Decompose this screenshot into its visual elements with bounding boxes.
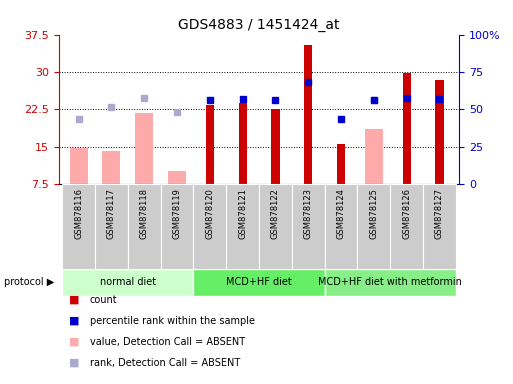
Title: GDS4883 / 1451424_at: GDS4883 / 1451424_at (179, 18, 340, 32)
Bar (193, 184, 226, 269)
Text: normal diet: normal diet (100, 277, 156, 287)
Text: ■: ■ (69, 337, 80, 347)
Text: ■: ■ (69, 316, 80, 326)
Text: GSM878117: GSM878117 (107, 188, 116, 239)
Bar (95, 184, 128, 269)
Bar (403, 73, 411, 184)
Bar (135, 113, 153, 184)
Text: GSM878120: GSM878120 (205, 188, 214, 238)
Bar (292, 184, 325, 269)
Text: ■: ■ (69, 295, 80, 305)
Text: count: count (90, 295, 117, 305)
Text: GSM878116: GSM878116 (74, 188, 83, 239)
Bar (168, 171, 186, 184)
Text: GSM878121: GSM878121 (238, 188, 247, 238)
Bar (271, 109, 280, 184)
Bar (226, 184, 259, 269)
Text: percentile rank within the sample: percentile rank within the sample (90, 316, 255, 326)
Bar (193, 269, 325, 296)
Bar (128, 184, 161, 269)
Bar (436, 81, 444, 184)
Bar (239, 103, 247, 184)
Text: GSM878124: GSM878124 (337, 188, 346, 238)
Bar (325, 184, 358, 269)
Text: MCD+HF diet: MCD+HF diet (226, 277, 292, 287)
Bar (62, 269, 193, 296)
Text: GSM878119: GSM878119 (172, 188, 182, 238)
Text: protocol ▶: protocol ▶ (4, 277, 54, 287)
Text: GSM878126: GSM878126 (402, 188, 411, 239)
Bar (103, 151, 121, 184)
Text: GSM878125: GSM878125 (369, 188, 379, 238)
Bar (62, 184, 95, 269)
Bar (365, 129, 383, 184)
Bar (358, 184, 390, 269)
Bar (259, 184, 292, 269)
Bar (390, 184, 423, 269)
Text: MCD+HF diet with metformin: MCD+HF diet with metformin (319, 277, 462, 287)
Bar (161, 184, 193, 269)
Bar (337, 144, 345, 184)
Text: GSM878123: GSM878123 (304, 188, 313, 239)
Bar (304, 45, 312, 184)
Bar (423, 184, 456, 269)
Text: rank, Detection Call = ABSENT: rank, Detection Call = ABSENT (90, 358, 240, 368)
Text: ■: ■ (69, 358, 80, 368)
Text: GSM878118: GSM878118 (140, 188, 149, 239)
Text: value, Detection Call = ABSENT: value, Detection Call = ABSENT (90, 337, 245, 347)
Text: GSM878122: GSM878122 (271, 188, 280, 238)
Bar (70, 148, 88, 184)
Bar (325, 269, 456, 296)
Bar (206, 106, 214, 184)
Text: GSM878127: GSM878127 (435, 188, 444, 239)
